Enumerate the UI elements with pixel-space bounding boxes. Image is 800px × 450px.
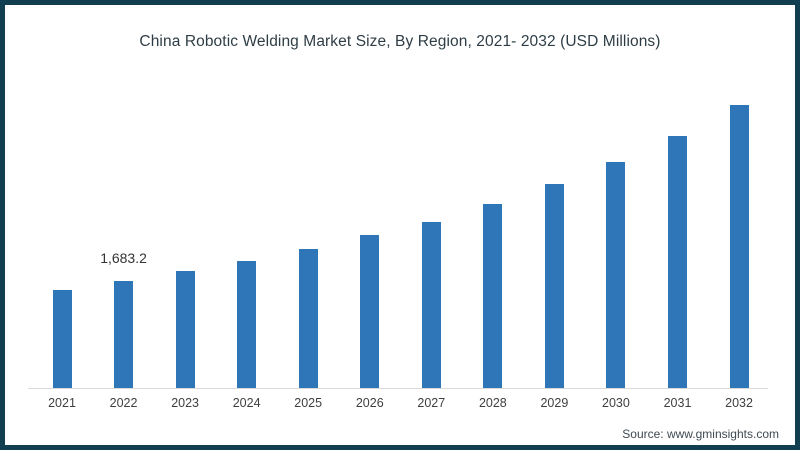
x-tick-label: 2029 — [540, 396, 569, 410]
x-tick-label: 2026 — [355, 396, 384, 410]
bar-chart-plot-area: 2021 2022 1,683.2 2023 2024 2025 2026 2027 2028 2… — [5, 5, 795, 445]
bar — [237, 261, 257, 388]
bar-value-label: 1,683.2 — [100, 250, 147, 266]
bar — [175, 271, 195, 388]
bar — [52, 290, 72, 388]
bar — [298, 249, 318, 388]
bar — [483, 204, 503, 388]
x-tick-label: 2027 — [417, 396, 446, 410]
x-tick-label: 2024 — [232, 396, 261, 410]
x-tick-label: 2028 — [478, 396, 507, 410]
bar — [544, 184, 564, 388]
bar — [360, 235, 380, 388]
x-tick-label: 2031 — [663, 396, 692, 410]
bar — [421, 222, 441, 388]
bar — [729, 105, 749, 388]
bar — [606, 162, 626, 388]
x-axis-line — [28, 388, 768, 389]
x-tick-label: 2030 — [602, 396, 630, 410]
x-tick-label: 2022 — [109, 396, 138, 410]
bar — [668, 136, 687, 388]
bar — [114, 281, 134, 388]
x-tick-label: 2021 — [48, 396, 76, 410]
x-tick-label: 2023 — [171, 396, 199, 410]
source-attribution: Source: www.gminsights.com — [622, 427, 779, 441]
chart-title: China Robotic Welding Market Size, By Re… — [139, 33, 661, 50]
x-tick-label: 2032 — [725, 396, 753, 410]
x-tick-label: 2025 — [294, 396, 323, 410]
